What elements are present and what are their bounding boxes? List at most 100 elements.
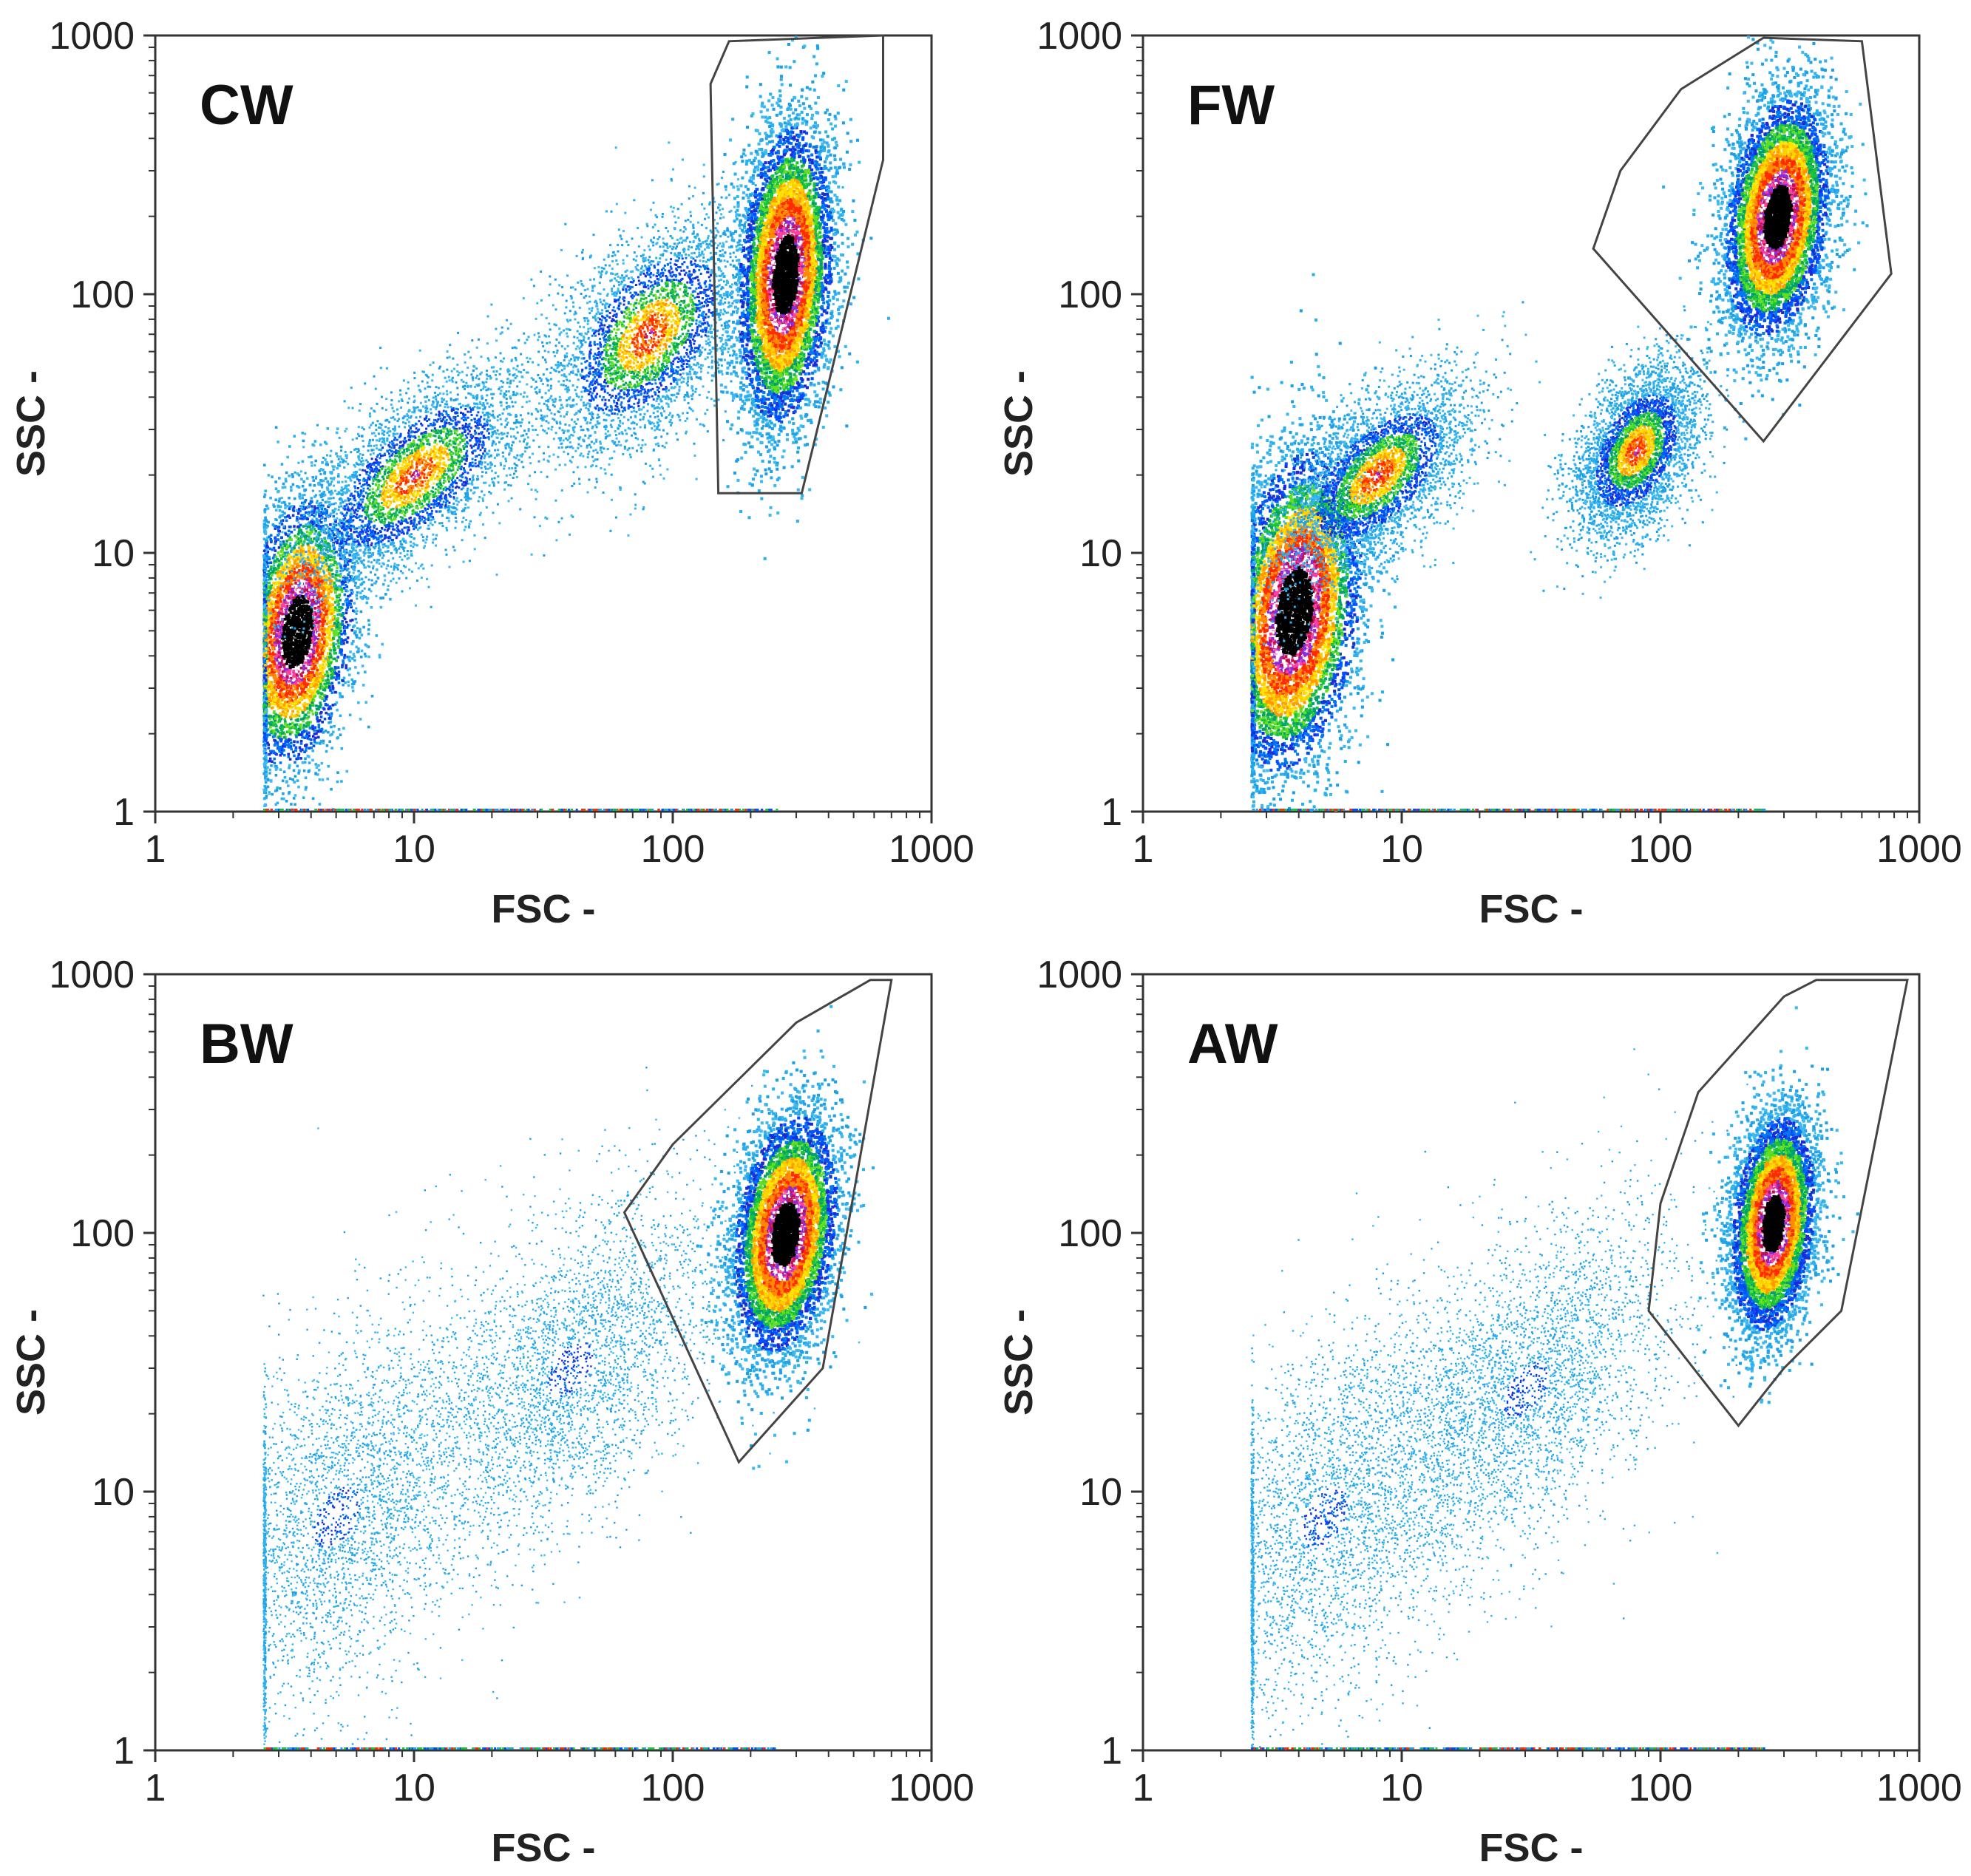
event-point <box>268 558 271 561</box>
event-point <box>288 680 291 683</box>
event-point <box>312 632 315 635</box>
event-point <box>289 536 292 539</box>
event-point <box>277 441 279 443</box>
event-point <box>301 660 304 663</box>
event-point <box>328 590 330 593</box>
event-point <box>316 648 319 651</box>
event-point <box>268 582 271 585</box>
event-point <box>349 714 352 717</box>
event-point <box>274 742 277 745</box>
event-point <box>263 464 266 467</box>
event-point <box>288 698 291 701</box>
event-point <box>311 671 314 674</box>
event-point <box>313 741 316 744</box>
event-point <box>283 771 286 774</box>
event-point <box>328 707 330 710</box>
event-point <box>345 584 347 587</box>
event-point <box>347 543 350 546</box>
event-point <box>302 796 305 799</box>
event-point <box>336 542 339 545</box>
event-point <box>300 478 303 480</box>
event-point <box>298 753 301 756</box>
event-point <box>299 497 302 500</box>
event-point <box>279 712 282 715</box>
event-point <box>308 735 311 738</box>
event-point <box>349 650 352 653</box>
event-point <box>320 604 323 607</box>
event-point <box>302 596 305 599</box>
event-point <box>285 628 288 631</box>
event-point <box>315 667 318 670</box>
event-point <box>316 622 319 625</box>
event-point <box>325 636 328 639</box>
event-point <box>281 699 284 701</box>
event-point <box>282 566 285 569</box>
event-point <box>293 525 296 528</box>
event-point <box>264 519 267 522</box>
event-point <box>263 550 266 553</box>
event-point <box>381 597 384 599</box>
event-point <box>280 724 283 727</box>
event-point <box>279 761 282 764</box>
event-point <box>304 761 307 764</box>
event-point <box>326 670 329 673</box>
event-point <box>294 803 296 806</box>
event-point <box>319 656 322 659</box>
event-point <box>310 742 313 745</box>
event-point <box>320 716 323 718</box>
event-point <box>332 731 335 734</box>
event-point <box>336 656 339 659</box>
event-point <box>291 702 294 705</box>
event-point <box>280 557 283 560</box>
event-point <box>282 686 285 689</box>
event-point <box>344 618 347 621</box>
event-point <box>302 718 305 721</box>
event-point <box>328 559 331 562</box>
event-point <box>296 659 299 662</box>
event-point <box>323 683 326 686</box>
event-point <box>326 778 329 781</box>
event-point <box>364 701 367 704</box>
event-point <box>325 712 328 715</box>
event-point <box>296 557 299 560</box>
event-point <box>320 468 323 471</box>
event-point <box>263 642 266 645</box>
event-point <box>338 580 341 582</box>
event-point <box>277 595 279 598</box>
event-point <box>351 619 354 622</box>
event-point <box>315 712 318 715</box>
event-point <box>284 776 287 779</box>
event-point <box>315 554 318 557</box>
event-point <box>267 786 270 789</box>
event-point <box>314 440 317 443</box>
event-point <box>325 463 328 466</box>
event-point <box>301 736 304 739</box>
event-point <box>302 720 305 723</box>
event-point <box>293 755 296 758</box>
event-point <box>267 747 270 750</box>
event-point <box>367 633 370 636</box>
event-point <box>266 733 269 736</box>
event-point <box>272 735 275 738</box>
event-point <box>359 631 362 633</box>
event-point <box>284 668 287 671</box>
event-point <box>340 446 343 449</box>
event-point <box>342 684 345 687</box>
event-point <box>322 630 325 633</box>
event-point <box>291 682 294 684</box>
event-point <box>302 761 305 764</box>
event-point <box>342 679 345 682</box>
event-point <box>348 656 351 659</box>
event-point <box>330 643 333 646</box>
event-point <box>379 654 381 657</box>
event-point <box>277 565 280 568</box>
event-point <box>313 607 316 610</box>
event-point <box>311 674 313 677</box>
event-point <box>308 660 311 663</box>
event-point <box>292 514 295 517</box>
event-point <box>361 633 364 636</box>
event-point <box>298 597 301 599</box>
event-point <box>330 610 333 613</box>
event-point <box>304 758 307 761</box>
event-point <box>297 512 300 515</box>
